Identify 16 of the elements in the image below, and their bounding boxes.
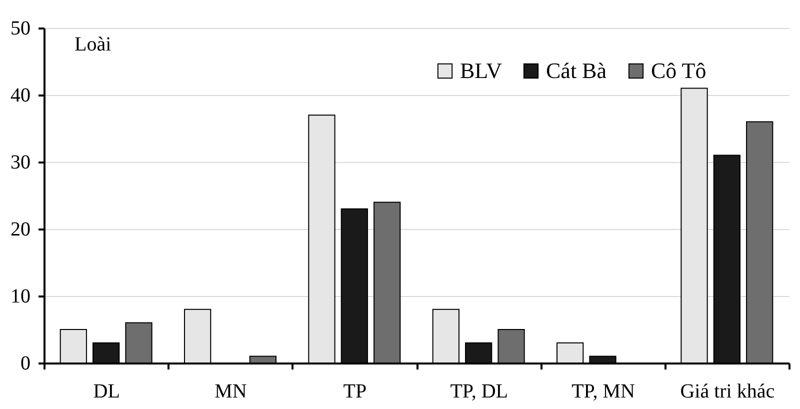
y-tick-label: 0 [20, 352, 30, 374]
legend-label: BLV [460, 58, 502, 83]
x-tick-label: MN [214, 380, 247, 402]
legend-label: Cô Tô [651, 58, 706, 83]
y-tick-label: 20 [10, 218, 30, 240]
x-tick-label: TP [343, 380, 367, 402]
y-tick-label: 40 [10, 84, 30, 106]
legend-label: Cát Bà [546, 58, 607, 83]
y-tick-label: 10 [10, 286, 30, 308]
x-tick-label: TP, DL [450, 380, 508, 402]
y-tick-label: 50 [10, 18, 30, 40]
y-axis-title: Loài [74, 34, 112, 56]
x-tick-label: TP, MN [572, 380, 635, 402]
x-tick-label: DL [93, 380, 120, 402]
x-tick-label: Giá tri khác [680, 380, 775, 402]
y-tick-label: 30 [10, 152, 30, 174]
